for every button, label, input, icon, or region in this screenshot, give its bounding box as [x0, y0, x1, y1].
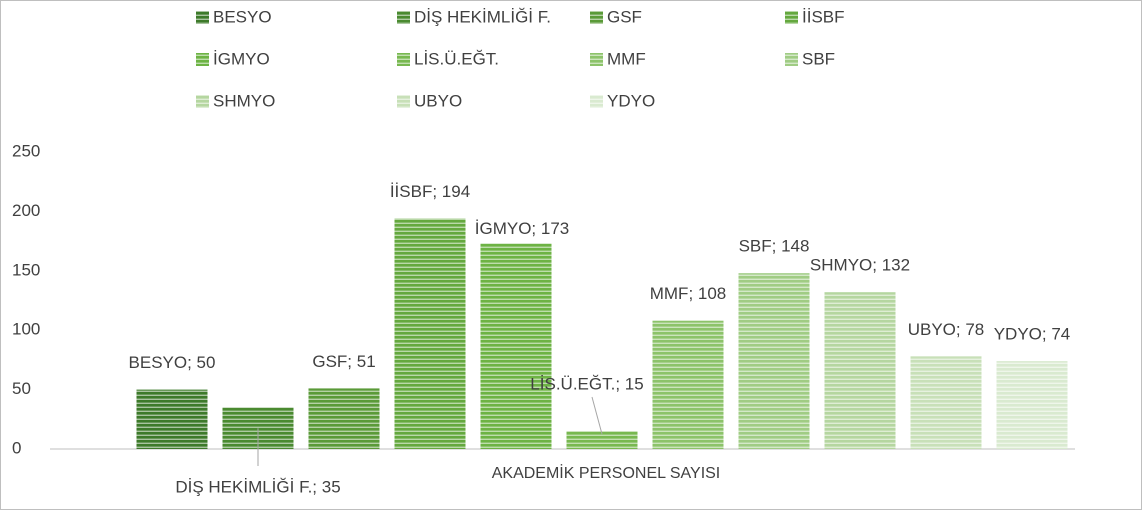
legend-label: YDYO	[607, 91, 655, 110]
data-label: UBYO; 78	[908, 320, 985, 339]
bar	[910, 356, 982, 449]
y-tick-label: 50	[12, 379, 31, 398]
bar	[394, 218, 466, 449]
y-tick-label: 200	[12, 201, 40, 220]
legend-label: UBYO	[414, 91, 462, 110]
legend-label: İİSBF	[802, 7, 845, 26]
legend-label: İGMYO	[213, 49, 270, 68]
legend-swatch	[785, 53, 798, 66]
legend-label: SBF	[802, 49, 835, 68]
bar	[652, 320, 724, 449]
data-label: MMF; 108	[650, 284, 727, 303]
leader-line	[591, 396, 603, 435]
y-tick-label: 100	[12, 320, 40, 339]
data-label: BESYO; 50	[129, 353, 216, 372]
bar	[738, 273, 810, 449]
data-label: SHMYO; 132	[810, 256, 910, 275]
bar	[824, 292, 896, 449]
legend-swatch	[785, 11, 798, 24]
bar	[308, 388, 380, 449]
legend-label: LİS.Ü.EĞT.	[414, 49, 499, 68]
bar	[566, 431, 638, 449]
data-label: İİSBF; 194	[390, 182, 470, 201]
y-tick-label: 250	[12, 141, 40, 160]
legend-swatch	[590, 11, 603, 24]
legend-label: SHMYO	[213, 91, 275, 110]
legend-swatch	[397, 95, 410, 108]
data-label: LİS.Ü.EĞT.; 15	[530, 374, 643, 393]
data-label: SBF; 148	[739, 237, 810, 256]
data-label: YDYO; 74	[994, 325, 1071, 344]
legend-label: BESYO	[213, 7, 272, 26]
legend-swatch	[397, 53, 410, 66]
data-label: GSF; 51	[312, 352, 375, 371]
legend-swatch	[196, 53, 209, 66]
bar	[996, 361, 1068, 449]
legend-swatch	[397, 11, 410, 24]
legend-swatch	[590, 53, 603, 66]
data-label: İGMYO; 173	[475, 219, 569, 238]
legend-label: DİŞ HEKİMLİĞİ F.	[414, 7, 551, 26]
bar	[480, 243, 552, 449]
x-category-label: AKADEMİK PERSONEL SAYISI	[492, 463, 721, 482]
legend-swatch	[196, 11, 209, 24]
y-tick-label: 0	[12, 438, 21, 457]
legend-label: GSF	[607, 7, 642, 26]
bar	[136, 389, 208, 449]
legend-swatch	[590, 95, 603, 108]
y-tick-label: 150	[12, 260, 40, 279]
legend-swatch	[196, 95, 209, 108]
legend-label: MMF	[607, 49, 646, 68]
data-label: DİŞ HEKİMLİĞİ F.; 35	[175, 477, 340, 496]
